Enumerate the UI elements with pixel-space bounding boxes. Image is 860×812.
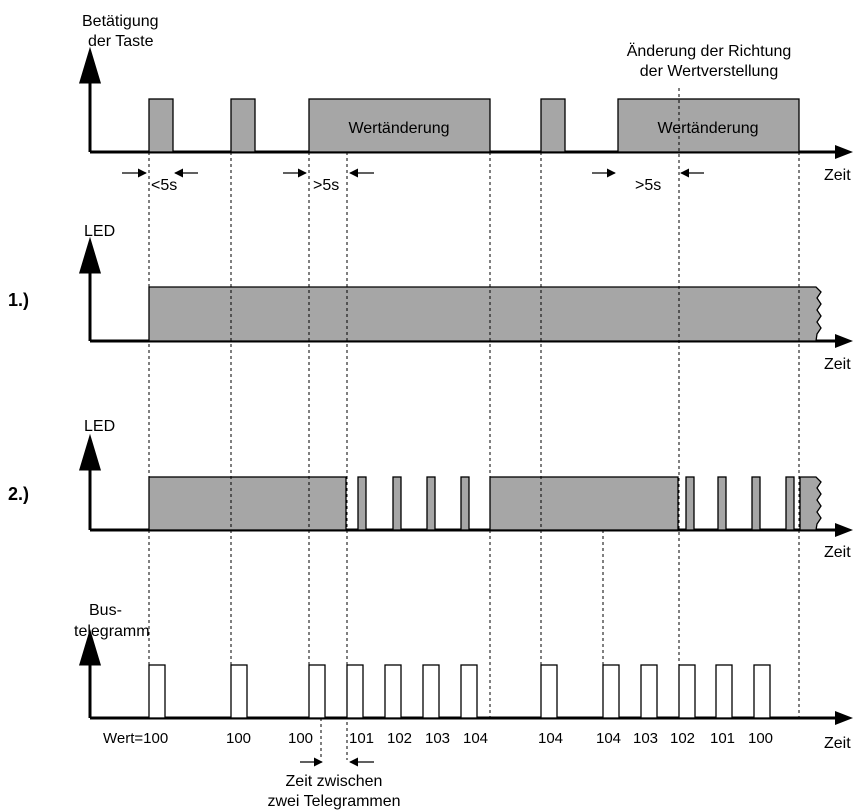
led-blink (392, 476, 402, 531)
case-1-label: 1.) (8, 290, 29, 310)
gt5s-label-1: >5s (313, 177, 339, 194)
bus-value: 103 (633, 730, 658, 747)
bus-value: 101 (710, 730, 735, 747)
telegram-pulse (640, 664, 658, 719)
telegram-pulse (148, 664, 166, 719)
led-blink (357, 476, 367, 531)
x-axis-arrowhead-2 (835, 334, 853, 348)
time-markers (148, 88, 800, 760)
led-on-bar (148, 476, 347, 531)
bus-value: 102 (387, 730, 412, 747)
led-blink (717, 476, 727, 531)
led-blink (460, 476, 470, 531)
telegram-pulse (715, 664, 733, 719)
wertaenderung-label-2: Wertänderung (657, 120, 758, 137)
press-pulse-long (308, 98, 491, 153)
button-press-row: Betätigung der Taste Zeit Wertänderung W… (78, 13, 853, 194)
telegram-pulse (422, 664, 440, 719)
press-pulse (230, 98, 256, 153)
bus-value: 104 (538, 730, 563, 747)
telegram-pulse (308, 664, 326, 719)
led-blink (751, 476, 761, 531)
led-label-2: LED (84, 418, 115, 435)
bus-value: 100 (226, 730, 251, 747)
led-row-case-2: 2.) LED Zeit (8, 418, 853, 561)
zeit-zwischen-label-1: Zeit zwischen (286, 773, 383, 790)
zeit-label-1: Zeit (824, 167, 851, 184)
telegram-pulse (346, 664, 364, 719)
betaetigung-label-1: Betätigung (82, 13, 159, 30)
bus-value: 100 (748, 730, 773, 747)
y-axis-arrow-3 (78, 433, 102, 530)
zeit-zwischen-label-2: zwei Telegrammen (267, 793, 400, 810)
led-on-bar (489, 476, 679, 531)
gt5s-label-2: >5s (635, 177, 661, 194)
telegram-pulse (384, 664, 402, 719)
bus-value: 104 (463, 730, 488, 747)
bus-label-1: Bus- (89, 602, 122, 619)
case-2-label: 2.) (8, 484, 29, 504)
bus-value: 101 (349, 730, 374, 747)
bus-value: 103 (425, 730, 450, 747)
press-pulse (148, 98, 174, 153)
led-on-bar-cut (799, 476, 822, 531)
aenderung-label-2: der Wertverstellung (640, 63, 778, 80)
y-axis-arrow-2 (78, 236, 102, 341)
led-blink (685, 476, 695, 531)
aenderung-label-1: Änderung der Richtung (627, 42, 792, 60)
telegram-pulse (230, 664, 248, 719)
telegram-pulse (540, 664, 558, 719)
y-axis-arrow-1 (78, 46, 102, 152)
telegram-pulse (460, 664, 478, 719)
bus-telegram-row: Bus- telegramm Zeit Wert=100 100 100 101… (74, 602, 853, 810)
press-pulse-long (617, 98, 800, 153)
telegram-pulse (602, 664, 620, 719)
zeit-label-2: Zeit (824, 356, 851, 373)
wertaenderung-label-1: Wertänderung (348, 120, 449, 137)
led-blink (785, 476, 795, 531)
bus-label-2: telegramm (74, 623, 150, 640)
led-on-bar (148, 286, 822, 342)
bus-value: Wert=100 (103, 730, 168, 747)
telegram-pulse (678, 664, 696, 719)
bus-value: 100 (288, 730, 313, 747)
x-axis-arrowhead-1 (835, 145, 853, 159)
y-axis-arrow-4 (78, 628, 102, 718)
bus-value: 104 (596, 730, 621, 747)
press-pulse (540, 98, 566, 153)
zeit-label-3: Zeit (824, 544, 851, 561)
led-row-case-1: 1.) LED Zeit (8, 223, 853, 373)
led-blink (426, 476, 436, 531)
telegram-pulse (753, 664, 771, 719)
x-axis-arrowhead-4 (835, 711, 853, 725)
led-label-1: LED (84, 223, 115, 240)
lt5s-label: <5s (151, 177, 177, 194)
x-axis-arrowhead-3 (835, 523, 853, 537)
zeit-label-4: Zeit (824, 735, 851, 752)
betaetigung-label-2: der Taste (88, 33, 154, 50)
bus-value: 102 (670, 730, 695, 747)
